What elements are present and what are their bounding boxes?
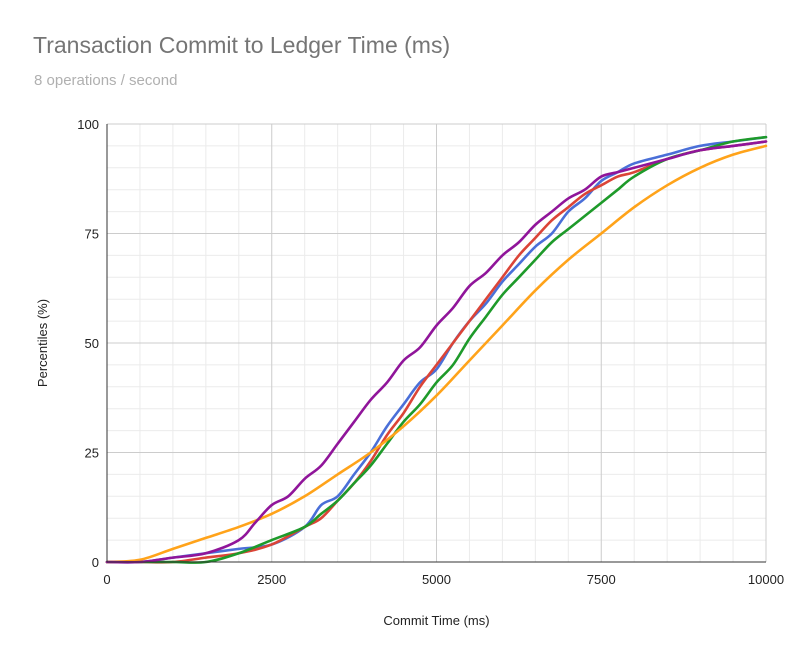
x-tick-label: 0 — [103, 572, 110, 587]
chart-subtitle: 8 operations / second — [34, 72, 178, 89]
x-tick-label: 7500 — [587, 572, 616, 587]
x-tick-label: 5000 — [422, 572, 451, 587]
series-line-purple — [105, 140, 768, 564]
y-tick-label: 75 — [85, 227, 99, 242]
y-tick-label: 50 — [85, 336, 99, 351]
y-tick-label: 25 — [85, 446, 99, 461]
y-tick-label: 0 — [92, 555, 99, 570]
series-line-red — [105, 140, 768, 564]
series-line-green — [105, 135, 768, 564]
major-gridlines — [107, 123, 767, 562]
axes — [106, 124, 766, 563]
y-tick-label: 100 — [77, 117, 99, 132]
tick-labels: 0 2500 5000 7500 10000 0 25 50 75 100 — [77, 117, 784, 587]
x-tick-label: 10000 — [748, 572, 784, 587]
chart-title: Transaction Commit to Ledger Time (ms) — [33, 32, 451, 58]
series-line-orange — [105, 144, 768, 564]
x-tick-label: 2500 — [257, 572, 286, 587]
series-lines — [105, 135, 768, 564]
x-axis-title: Commit Time (ms) — [383, 613, 489, 628]
y-axis-title: Percentiles (%) — [35, 299, 50, 387]
